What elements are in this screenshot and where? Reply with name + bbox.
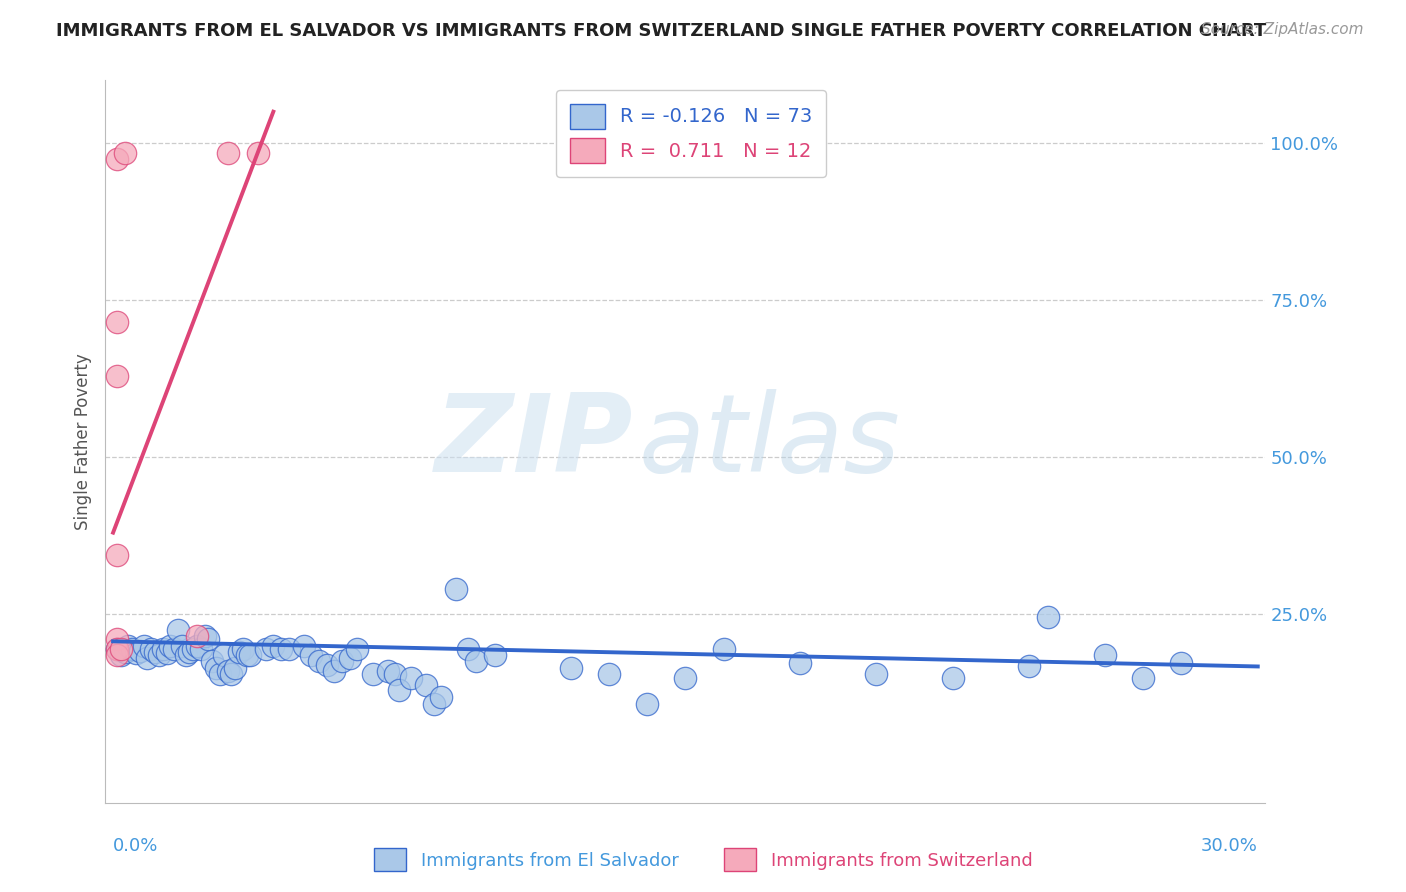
Point [212,648,235,662]
Point [224,661,246,675]
Point [1132,672,1154,686]
Point [422,697,444,711]
Point [446,582,468,597]
Point [301,648,323,662]
Point [232,641,254,656]
Point [197,632,219,647]
Legend: R = -0.126   N = 73, R =  0.711   N = 12: R = -0.126 N = 73, R = 0.711 N = 12 [555,90,825,177]
Text: 0.0%: 0.0% [112,838,159,855]
Point [194,629,217,643]
Point [228,645,250,659]
Point [235,648,257,662]
Legend: Immigrants from El Salvador, Immigrants from Switzerland: Immigrants from El Salvador, Immigrants … [367,841,1039,879]
Point [308,655,330,669]
Point [484,648,506,662]
Text: atlas: atlas [640,389,901,494]
Point [141,641,163,656]
Point [132,639,155,653]
Point [148,648,170,662]
Point [155,646,177,660]
Point [239,648,262,662]
Point [221,667,243,681]
Point [179,645,201,659]
Point [143,645,166,659]
Point [789,657,811,671]
Point [105,315,128,329]
Point [339,651,361,665]
Text: Source: ZipAtlas.com: Source: ZipAtlas.com [1201,22,1364,37]
Point [292,639,315,653]
Point [117,639,139,653]
Point [163,641,186,656]
Point [190,641,212,656]
Y-axis label: Single Father Poverty: Single Father Poverty [73,353,91,530]
Point [217,664,239,678]
Point [1170,657,1192,671]
Point [865,667,887,681]
Point [713,641,735,656]
Point [105,152,128,166]
Point [181,641,204,656]
Point [247,145,270,160]
Point [457,641,479,656]
Point [464,655,486,669]
Point [105,641,128,656]
Point [1018,658,1040,673]
Point [323,664,346,678]
Point [941,672,963,686]
Point [201,655,224,669]
Point [170,639,193,653]
Point [125,646,148,660]
Point [270,641,292,656]
Point [361,667,384,681]
Point [399,672,422,686]
Point [377,664,399,678]
Text: IMMIGRANTS FROM EL SALVADOR VS IMMIGRANTS FROM SWITZERLAND SINGLE FATHER POVERTY: IMMIGRANTS FROM EL SALVADOR VS IMMIGRANT… [56,22,1267,40]
Point [560,661,582,675]
Point [217,145,239,160]
Point [105,641,128,656]
Point [136,651,159,665]
Point [105,632,128,647]
Text: 30.0%: 30.0% [1201,838,1258,855]
Point [315,657,337,672]
Point [675,672,697,686]
Text: ZIP: ZIP [434,389,633,494]
Point [388,682,411,697]
Point [415,678,437,692]
Point [1094,648,1116,662]
Point [128,644,150,658]
Point [159,639,181,653]
Point [598,667,620,681]
Point [254,641,277,656]
Point [186,629,208,643]
Point [262,639,284,653]
Point [114,145,136,160]
Point [1036,610,1059,624]
Point [167,623,190,637]
Point [277,641,299,656]
Point [110,641,132,656]
Point [384,667,406,681]
Point [636,697,658,711]
Point [430,690,453,705]
Point [121,641,143,656]
Point [208,667,231,681]
Point [346,641,368,656]
Point [186,639,208,653]
Point [152,641,174,656]
Point [105,548,128,562]
Point [105,648,128,662]
Point [205,661,228,675]
Point [110,648,132,662]
Point [330,655,353,669]
Point [114,645,136,659]
Point [174,648,197,662]
Point [105,368,128,383]
